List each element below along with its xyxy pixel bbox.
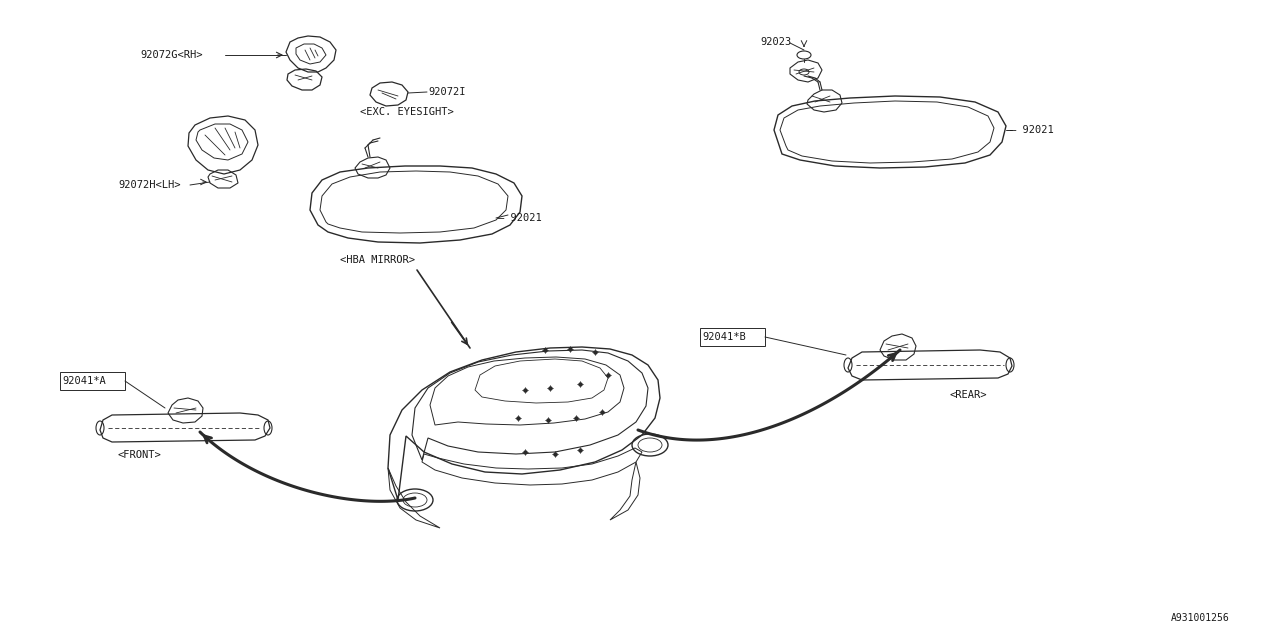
Text: <REAR>: <REAR> xyxy=(950,390,987,400)
Text: — 92021: — 92021 xyxy=(498,213,541,223)
Text: 92072H<LH>: 92072H<LH> xyxy=(118,180,180,190)
Text: 92072I: 92072I xyxy=(428,87,466,97)
Bar xyxy=(60,372,125,390)
Text: <FRONT>: <FRONT> xyxy=(118,450,161,460)
Text: A931001256: A931001256 xyxy=(1171,613,1230,623)
Bar xyxy=(700,328,765,346)
Text: — 92021: — 92021 xyxy=(1010,125,1053,135)
Text: 92072G<RH>: 92072G<RH> xyxy=(140,50,202,60)
Text: <HBA MIRROR>: <HBA MIRROR> xyxy=(340,255,415,265)
Text: 92023: 92023 xyxy=(760,37,791,47)
Text: <EXC. EYESIGHT>: <EXC. EYESIGHT> xyxy=(360,107,453,117)
Text: 92041*A: 92041*A xyxy=(61,376,106,386)
Text: 92041*B: 92041*B xyxy=(701,332,746,342)
